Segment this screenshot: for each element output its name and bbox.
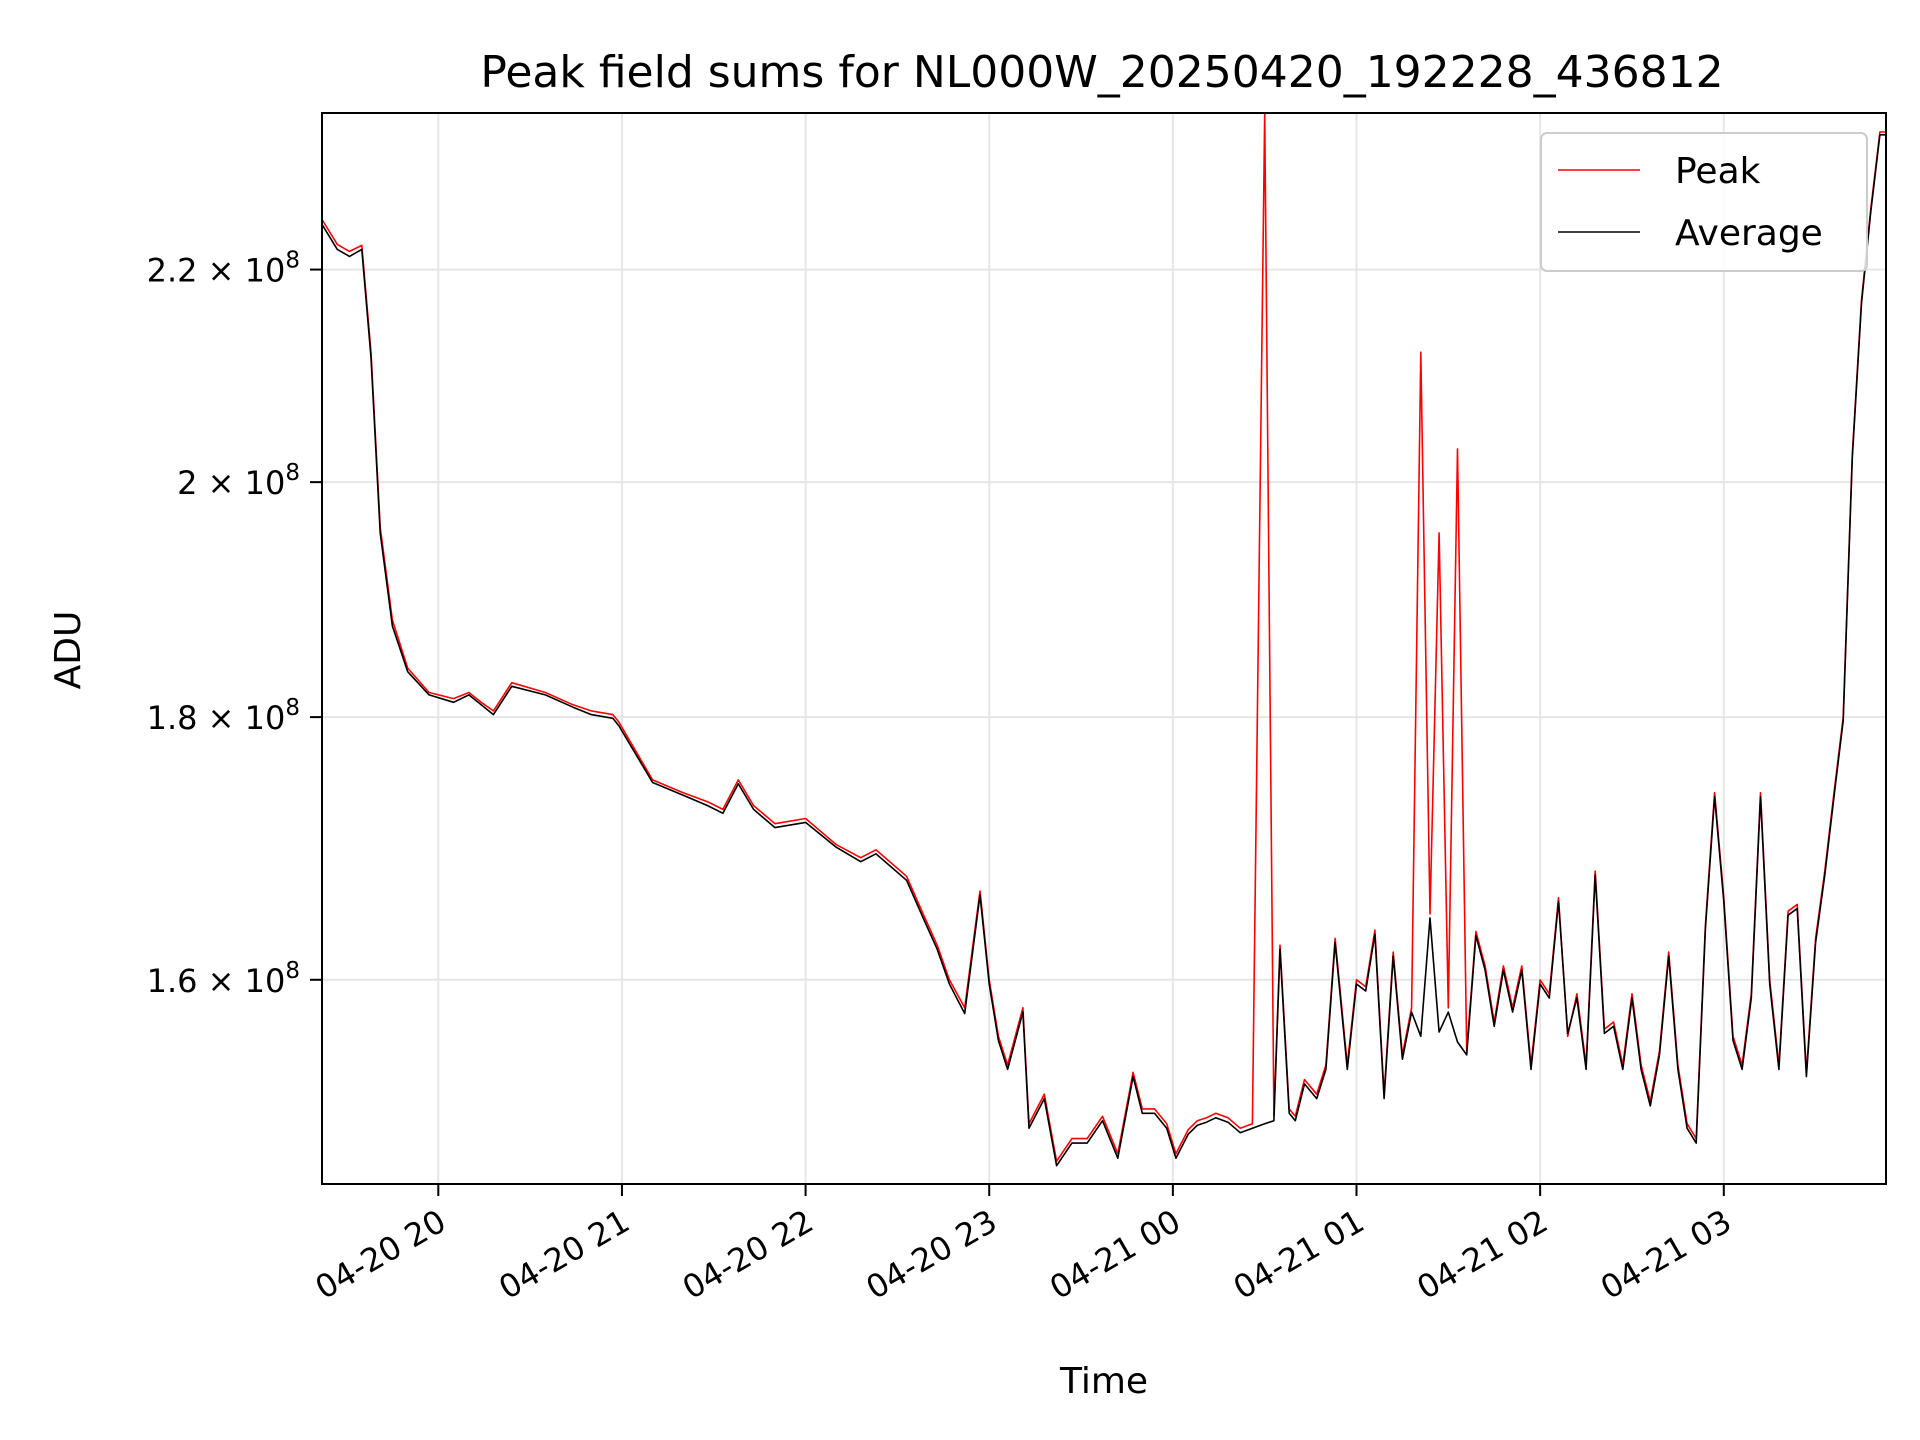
series-line-peak — [321, 112, 1886, 1162]
plot-frame — [321, 112, 1887, 1185]
x-axis-label: Time — [1059, 1361, 1148, 1402]
y-tick-label: 2.2 × 108 — [147, 248, 300, 290]
legend: Peak Average — [1540, 132, 1868, 272]
series-line-average — [321, 134, 1886, 1167]
plot-area — [321, 112, 1887, 1185]
plot-background — [322, 113, 1886, 1184]
y-axis: 1.6 × 108 1.8 × 108 2 × 108 2.2 × 108 — [147, 248, 322, 1000]
grid — [322, 113, 1886, 1184]
y-axis-label: ADU — [48, 611, 89, 690]
y-tick-label: 2 × 108 — [177, 460, 300, 502]
series-lines — [321, 112, 1886, 1167]
chart-title: Peak field sums for NL000W_20250420_1922… — [480, 47, 1723, 98]
legend-box — [1540, 132, 1868, 272]
y-tick-label: 1.6 × 108 — [147, 958, 300, 1000]
legend-label-average: Average — [1675, 213, 1823, 254]
y-tick-label: 1.8 × 108 — [147, 695, 300, 737]
legend-label-peak: Peak — [1675, 151, 1761, 192]
